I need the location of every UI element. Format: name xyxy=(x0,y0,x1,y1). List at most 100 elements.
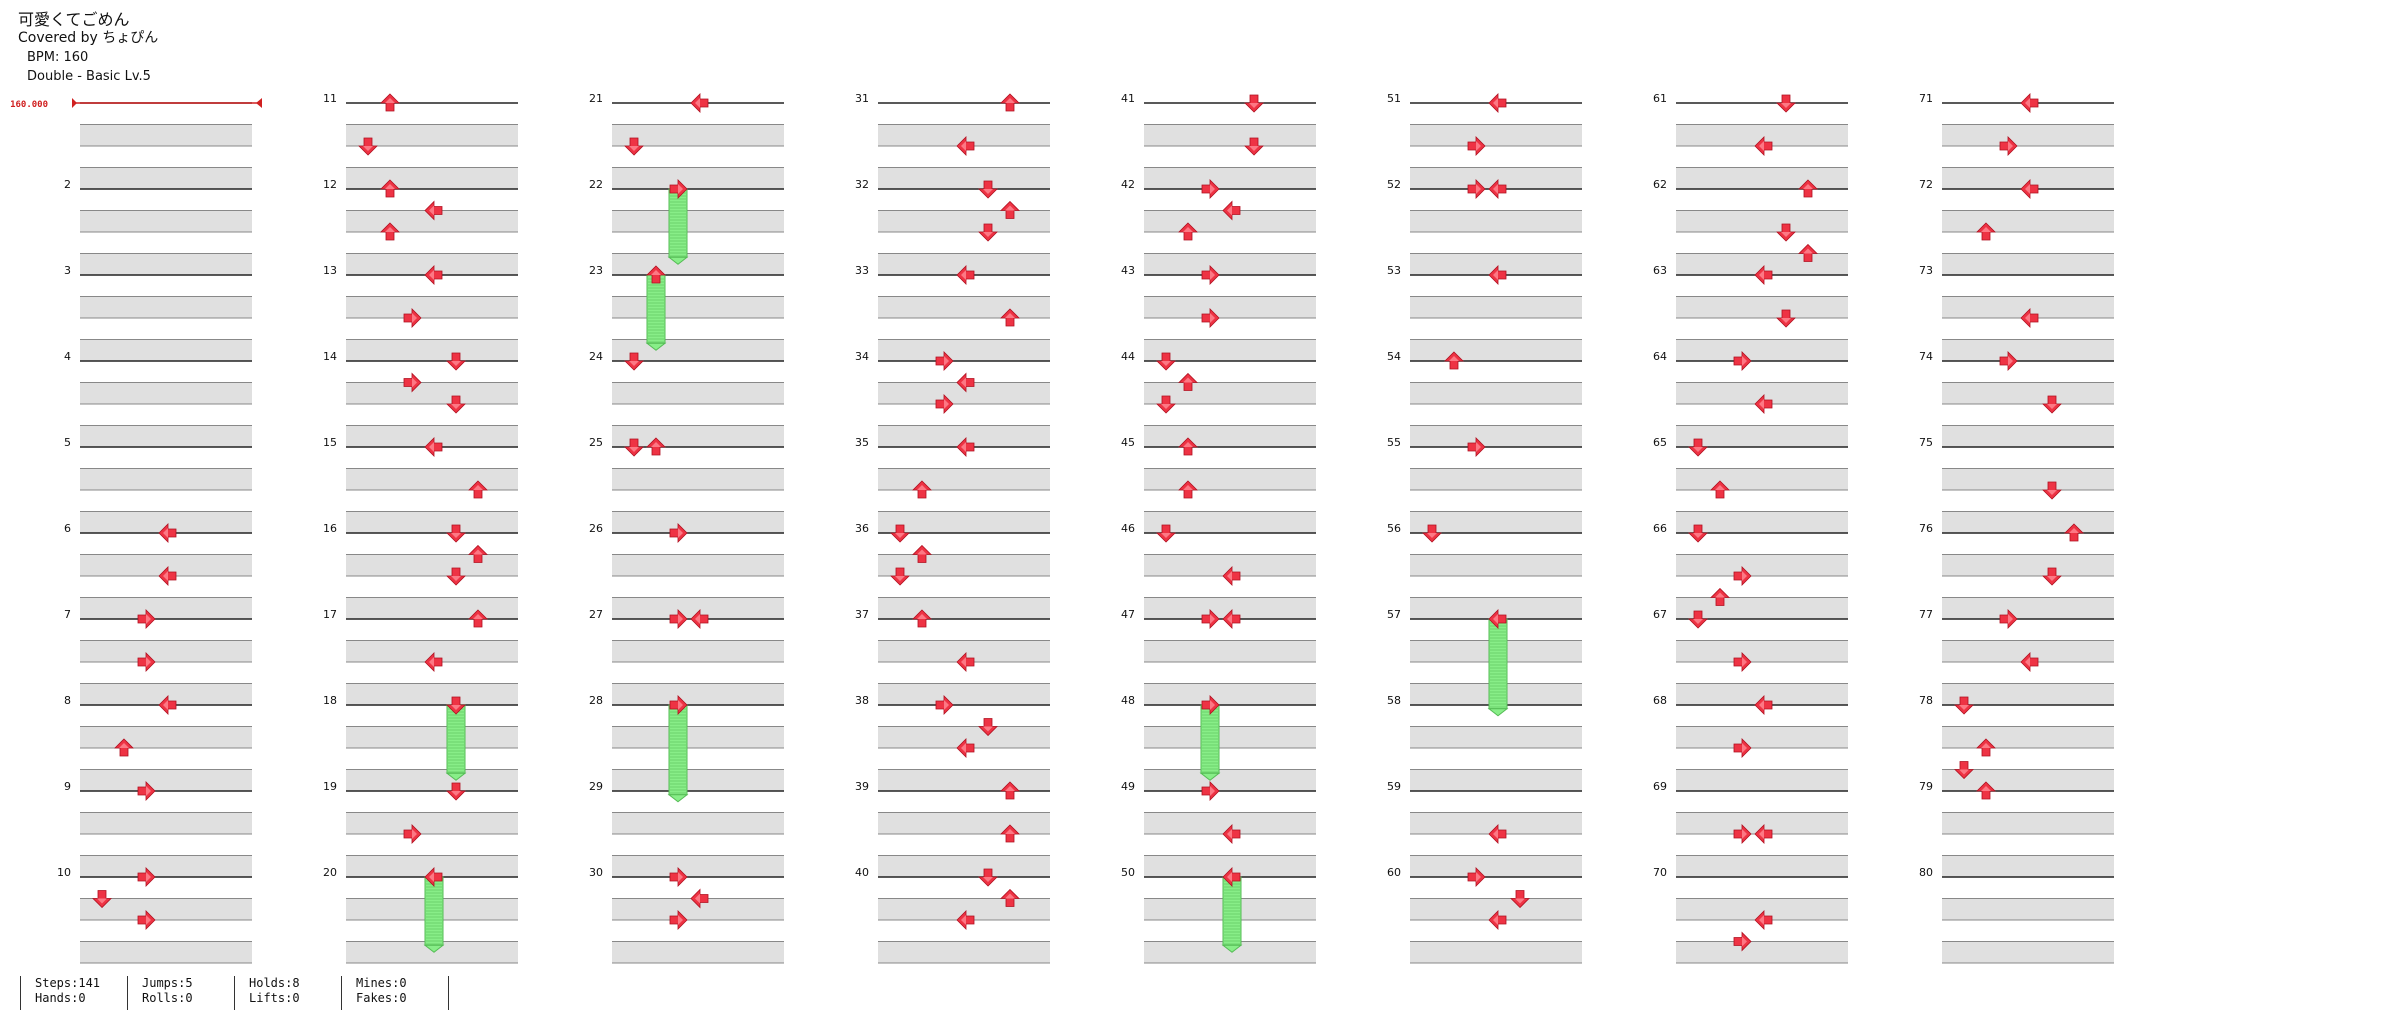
measure-38: 38 xyxy=(855,694,1050,791)
measure-35: 35 xyxy=(855,436,1050,533)
measure-number: 39 xyxy=(855,780,869,793)
right-arrow-icon xyxy=(1201,609,1220,629)
measure-band xyxy=(1144,941,1316,963)
measure-73: 73 xyxy=(1919,264,2114,361)
measure-band xyxy=(1410,769,1582,791)
measure-number: 67 xyxy=(1653,608,1667,621)
up-arrow-icon xyxy=(1178,372,1198,391)
measure-number: 68 xyxy=(1653,694,1667,707)
measure-16: 16 xyxy=(323,522,518,619)
measure-14: 14 xyxy=(323,350,518,447)
measure-number: 34 xyxy=(855,350,869,363)
measure-11: 11 xyxy=(323,92,518,189)
measure-band xyxy=(1410,296,1582,318)
measure-number: 76 xyxy=(1919,522,1933,535)
measure-band xyxy=(346,597,518,619)
measure-band xyxy=(1676,769,1848,791)
up-arrow-icon xyxy=(468,544,488,563)
measure-band xyxy=(80,683,252,705)
measure-number: 60 xyxy=(1387,866,1401,879)
measure-42: 42 xyxy=(1121,178,1316,275)
measure-number: 71 xyxy=(1919,92,1933,105)
up-arrow-icon xyxy=(1798,179,1818,198)
left-arrow-icon xyxy=(2020,93,2039,113)
right-arrow-icon xyxy=(669,867,688,887)
measure-17: 17 xyxy=(323,608,518,705)
down-arrow-icon xyxy=(624,137,644,156)
measure-band xyxy=(1144,167,1316,189)
measure-45: 45 xyxy=(1121,436,1316,533)
measure-41: 41 xyxy=(1121,92,1316,189)
measure-10: 10 xyxy=(57,866,252,964)
right-arrow-icon xyxy=(669,609,688,629)
measure-band xyxy=(1942,855,2114,877)
stats-jumps-rolls: Jumps:5 Rolls:0 xyxy=(127,976,234,1010)
left-arrow-icon xyxy=(1754,695,1773,715)
measure-number: 56 xyxy=(1387,522,1401,535)
left-arrow-icon xyxy=(1488,824,1507,844)
measure-band xyxy=(80,640,252,662)
up-arrow-icon xyxy=(2064,523,2084,542)
measure-number: 47 xyxy=(1121,608,1135,621)
measure-69: 69 xyxy=(1653,780,1848,877)
measure-band xyxy=(612,468,784,490)
measure-band xyxy=(1410,210,1582,232)
measure-band xyxy=(1676,941,1848,963)
measure-21: 21 xyxy=(589,92,784,189)
down-arrow-icon xyxy=(624,438,644,457)
measure-band xyxy=(1676,468,1848,490)
measure-number: 27 xyxy=(589,608,603,621)
measure-number: 20 xyxy=(323,866,337,879)
left-arrow-icon xyxy=(1488,179,1507,199)
measure-46: 46 xyxy=(1121,522,1316,619)
measure-number: 43 xyxy=(1121,264,1135,277)
measure-band xyxy=(1144,597,1316,619)
measure-band xyxy=(1676,382,1848,404)
stat-mines: Mines:0 xyxy=(356,976,407,990)
measure-number: 59 xyxy=(1387,780,1401,793)
left-arrow-icon xyxy=(158,695,177,715)
measure-band xyxy=(612,683,784,705)
measure-number: 15 xyxy=(323,436,337,449)
measure-9: 9 xyxy=(64,780,252,877)
measure-number: 10 xyxy=(57,866,71,879)
measure-number: 14 xyxy=(323,350,337,363)
measure-band xyxy=(80,898,252,920)
up-arrow-icon xyxy=(912,480,932,499)
measure-band xyxy=(1144,339,1316,361)
measure-number: 26 xyxy=(589,522,603,535)
song-title: 可愛くてごめん xyxy=(18,10,130,29)
right-arrow-icon xyxy=(1201,308,1220,328)
up-arrow-icon xyxy=(1178,222,1198,241)
measure-band xyxy=(80,855,252,877)
measure-band xyxy=(1144,253,1316,275)
measure-band xyxy=(346,640,518,662)
measure-band xyxy=(612,167,784,189)
left-arrow-icon xyxy=(2020,179,2039,199)
down-arrow-icon xyxy=(890,567,910,586)
measure-band xyxy=(80,253,252,275)
song-bpm: BPM: 160 xyxy=(27,50,89,65)
hold-note xyxy=(445,704,467,781)
down-arrow-icon xyxy=(446,524,466,543)
measure-band xyxy=(80,124,252,146)
up-arrow-icon xyxy=(1710,480,1730,499)
measure-band xyxy=(878,210,1050,232)
measure-number: 63 xyxy=(1653,264,1667,277)
measure-band xyxy=(346,683,518,705)
measure-number: 32 xyxy=(855,178,869,191)
measure-number: 75 xyxy=(1919,436,1933,449)
measure-62: 62 xyxy=(1653,178,1848,275)
measure-number: 42 xyxy=(1121,178,1135,191)
measure-band xyxy=(878,941,1050,963)
left-arrow-icon xyxy=(424,867,443,887)
right-arrow-icon xyxy=(1999,136,2018,156)
up-arrow-icon xyxy=(468,480,488,499)
measure-band xyxy=(346,339,518,361)
measure-band xyxy=(612,640,784,662)
measure-band xyxy=(1676,167,1848,189)
measure-band xyxy=(612,769,784,791)
right-arrow-icon xyxy=(1467,867,1486,887)
measure-64: 64 xyxy=(1653,350,1848,447)
hold-note xyxy=(667,704,689,803)
